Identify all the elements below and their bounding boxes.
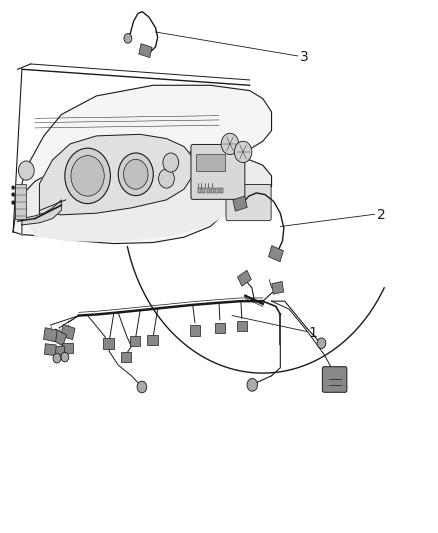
Bar bbox=[202, 188, 205, 193]
Bar bbox=[45, 344, 56, 356]
Text: 2: 2 bbox=[377, 208, 385, 222]
Circle shape bbox=[71, 156, 104, 196]
Bar bbox=[211, 188, 214, 193]
FancyBboxPatch shape bbox=[322, 367, 347, 392]
Circle shape bbox=[234, 141, 252, 163]
Circle shape bbox=[137, 381, 147, 393]
Bar bbox=[52, 329, 67, 346]
Circle shape bbox=[11, 192, 15, 197]
Circle shape bbox=[118, 153, 153, 196]
Bar bbox=[130, 336, 140, 346]
Text: 3: 3 bbox=[300, 50, 309, 64]
FancyBboxPatch shape bbox=[191, 144, 245, 199]
Bar bbox=[237, 270, 251, 286]
Circle shape bbox=[11, 185, 15, 190]
Circle shape bbox=[159, 169, 174, 188]
Polygon shape bbox=[18, 150, 272, 241]
Bar bbox=[196, 154, 225, 171]
Bar bbox=[62, 343, 73, 353]
Circle shape bbox=[65, 148, 110, 204]
Circle shape bbox=[18, 161, 34, 180]
Bar bbox=[190, 325, 200, 336]
Bar bbox=[233, 196, 247, 211]
Circle shape bbox=[61, 352, 69, 362]
Bar bbox=[103, 338, 114, 349]
Bar bbox=[43, 328, 57, 342]
Circle shape bbox=[53, 353, 61, 363]
Bar bbox=[215, 322, 225, 333]
Text: 1: 1 bbox=[309, 326, 318, 340]
Bar bbox=[220, 188, 223, 193]
Bar bbox=[215, 188, 219, 193]
Bar bbox=[268, 246, 283, 262]
Circle shape bbox=[163, 153, 179, 172]
Polygon shape bbox=[13, 85, 272, 244]
Circle shape bbox=[124, 159, 148, 189]
Bar bbox=[15, 184, 26, 219]
Bar bbox=[147, 335, 158, 345]
Bar bbox=[207, 188, 210, 193]
Circle shape bbox=[247, 378, 258, 391]
Bar bbox=[61, 325, 75, 340]
Bar bbox=[237, 321, 247, 331]
Circle shape bbox=[11, 200, 15, 205]
FancyBboxPatch shape bbox=[226, 184, 271, 221]
Bar bbox=[139, 44, 152, 58]
Bar bbox=[272, 281, 284, 294]
Bar bbox=[53, 346, 65, 358]
Bar bbox=[198, 188, 201, 193]
Polygon shape bbox=[22, 200, 61, 236]
Circle shape bbox=[317, 338, 326, 349]
Circle shape bbox=[124, 34, 132, 43]
Circle shape bbox=[221, 133, 239, 155]
Bar bbox=[121, 352, 131, 362]
Polygon shape bbox=[39, 134, 193, 215]
